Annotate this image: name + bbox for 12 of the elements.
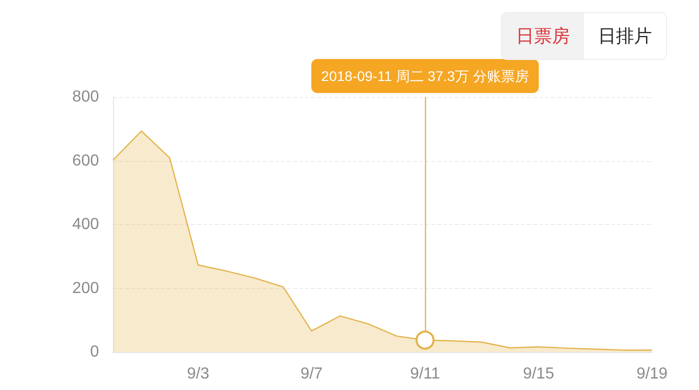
- y-tick-label: 0: [90, 344, 100, 360]
- y-tick-label: 600: [72, 152, 100, 170]
- annotation: 2018-09-11 周二 37.3万 分账票房: [321, 68, 529, 84]
- x-tick-label: 9/19: [636, 366, 668, 382]
- x-tick-label: 9/3: [186, 366, 210, 382]
- y-tick-label: 200: [72, 280, 100, 297]
- x-tick-label: 9/11: [410, 366, 440, 382]
- tab-switch: 日票房 日排片: [501, 12, 667, 60]
- x-tick-label: 9/7: [300, 366, 323, 382]
- x-tick-label: 9/15: [522, 366, 554, 382]
- y-tick-label: 400: [72, 216, 100, 233]
- y-tick-label: 800: [72, 88, 100, 106]
